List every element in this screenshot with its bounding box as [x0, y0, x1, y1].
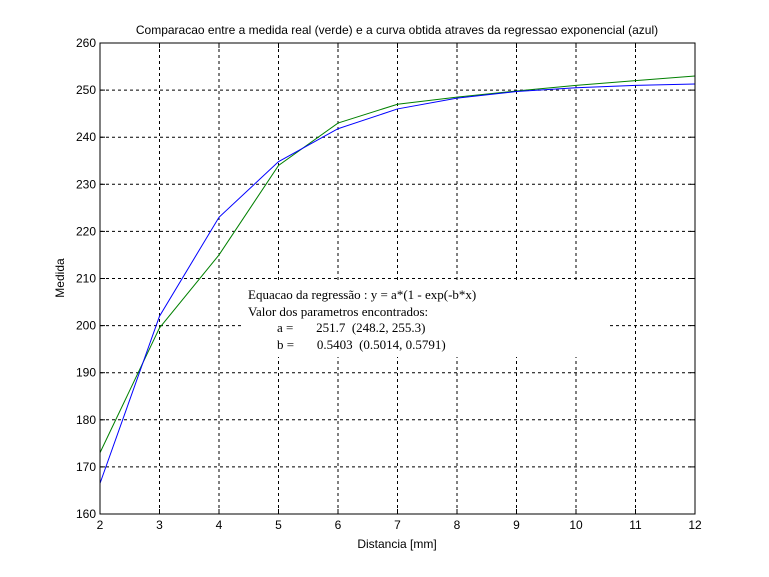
x-tick-label: 11 [629, 518, 642, 532]
y-tick-label: 230 [76, 177, 96, 191]
y-tick-label: 260 [76, 36, 96, 50]
series-group [99, 75, 696, 484]
x-tick-label: 6 [335, 518, 342, 532]
annotation-line-params: Valor dos parametros encontrados: [248, 304, 428, 319]
x-tick-label: 3 [156, 518, 163, 532]
y-tick-label: 250 [76, 83, 96, 97]
x-tick-label: 8 [454, 518, 461, 532]
y-axis-label: Medida [53, 258, 67, 298]
y-tick-label: 160 [76, 507, 96, 521]
chart-title: Comparacao entre a medida real (verde) e… [136, 23, 658, 37]
x-tick-label: 2 [97, 518, 104, 532]
y-tick-label: 190 [76, 366, 96, 380]
y-tick-label: 170 [76, 460, 96, 474]
x-tick-label: 12 [688, 518, 702, 532]
annotation-line-equation: Equacao da regressão : y = a*(1 - exp(-b… [248, 287, 476, 302]
x-tick-label: 5 [275, 518, 282, 532]
y-tick-label: 200 [76, 319, 96, 333]
y-tick-label: 180 [76, 413, 96, 427]
annotation-line-b: b = 0.5403 (0.5014, 0.5791) [277, 337, 446, 352]
x-tick-label: 7 [394, 518, 401, 532]
x-tick-label: 9 [513, 518, 520, 532]
y-tick-label: 210 [76, 272, 96, 286]
series-line-blue [99, 83, 696, 484]
y-tick-label: 220 [76, 224, 96, 238]
x-axis-label: Distancia [mm] [357, 537, 436, 551]
y-tick-label: 240 [76, 130, 96, 144]
ticks [99, 42, 696, 515]
y-tick-labels: 160 170 180 190 200 210 220 230 240 250 260 [76, 36, 96, 521]
x-tick-label: 10 [569, 518, 583, 532]
annotation-line-a: a = 251.7 (248.2, 255.3) [277, 320, 426, 335]
x-tick-label: 4 [216, 518, 223, 532]
x-tick-labels: 2 3 4 5 6 7 8 9 10 11 12 [97, 518, 702, 532]
annotation-background [242, 283, 610, 357]
series-line-green [99, 75, 696, 453]
regression-annotation: Equacao da regressão : y = a*(1 - exp(-b… [242, 283, 610, 357]
grid [100, 43, 695, 514]
